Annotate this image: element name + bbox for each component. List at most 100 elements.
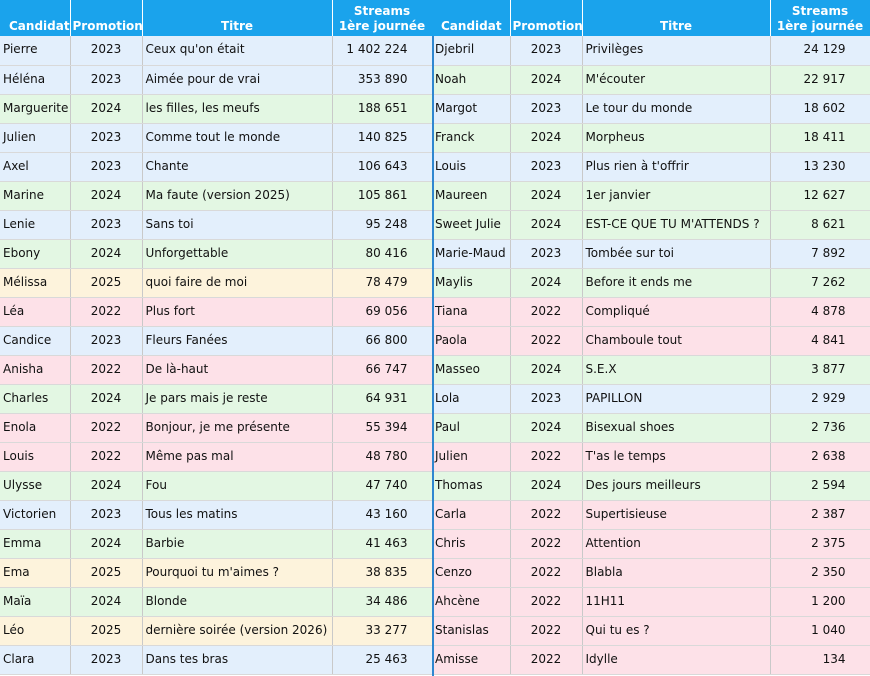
cell-streams[interactable]: 4 841 <box>770 326 870 356</box>
cell-promotion[interactable]: 2024 <box>510 355 583 385</box>
cell-titre[interactable]: Morpheus <box>582 123 771 153</box>
cell-candidat[interactable]: Héléna <box>0 65 71 95</box>
cell-titre[interactable]: Blonde <box>142 587 333 617</box>
cell-candidat[interactable]: Pierre <box>0 36 71 66</box>
cell-candidat[interactable]: Ebony <box>0 239 71 269</box>
cell-streams[interactable]: 95 248 <box>332 210 433 240</box>
cell-promotion[interactable]: 2023 <box>70 210 143 240</box>
cell-candidat[interactable]: Maylis <box>432 268 511 298</box>
cell-candidat[interactable]: Stanislas <box>432 616 511 646</box>
cell-titre[interactable]: 1er janvier <box>582 181 771 211</box>
cell-candidat[interactable]: Julien <box>0 123 71 153</box>
cell-titre[interactable]: Fou <box>142 471 333 501</box>
cell-streams[interactable]: 7 262 <box>770 268 870 298</box>
cell-candidat[interactable]: Ema <box>0 558 71 588</box>
cell-promotion[interactable]: 2024 <box>510 210 583 240</box>
cell-candidat[interactable]: Amisse <box>432 645 511 675</box>
cell-promotion[interactable]: 2024 <box>510 65 583 95</box>
cell-candidat[interactable]: Marie-Maud <box>432 239 511 269</box>
cell-titre[interactable]: Blabla <box>582 558 771 588</box>
cell-promotion[interactable]: 2024 <box>70 471 143 501</box>
cell-candidat[interactable]: Axel <box>0 152 71 182</box>
cell-candidat[interactable]: Léa <box>0 297 71 327</box>
cell-titre[interactable]: Plus rien à t'offrir <box>582 152 771 182</box>
cell-streams[interactable]: 66 800 <box>332 326 433 356</box>
cell-candidat[interactable]: Candice <box>0 326 71 356</box>
cell-promotion[interactable]: 2024 <box>70 529 143 559</box>
cell-promotion[interactable]: 2024 <box>70 239 143 269</box>
cell-promotion[interactable]: 2023 <box>70 326 143 356</box>
cell-candidat[interactable]: Charles <box>0 384 71 414</box>
cell-candidat[interactable]: Mélissa <box>0 268 71 298</box>
cell-streams[interactable]: 188 651 <box>332 94 433 124</box>
cell-candidat[interactable]: Ahcène <box>432 587 511 617</box>
cell-candidat[interactable]: Marguerite <box>0 94 71 124</box>
cell-candidat[interactable]: Julien <box>432 442 511 472</box>
cell-promotion[interactable]: 2024 <box>510 471 583 501</box>
cell-candidat[interactable]: Louis <box>0 442 71 472</box>
cell-candidat[interactable]: Louis <box>432 152 511 182</box>
cell-titre[interactable]: quoi faire de moi <box>142 268 333 298</box>
cell-promotion[interactable]: 2023 <box>70 36 143 66</box>
cell-promotion[interactable]: 2022 <box>510 645 583 675</box>
cell-streams[interactable]: 18 602 <box>770 94 870 124</box>
cell-promotion[interactable]: 2022 <box>510 558 583 588</box>
cell-candidat[interactable]: Noah <box>432 65 511 95</box>
cell-titre[interactable]: Aimée pour de vrai <box>142 65 333 95</box>
cell-streams[interactable]: 22 917 <box>770 65 870 95</box>
cell-titre[interactable]: M'écouter <box>582 65 771 95</box>
cell-candidat[interactable]: Carla <box>432 500 511 530</box>
cell-streams[interactable]: 33 277 <box>332 616 433 646</box>
cell-promotion[interactable]: 2022 <box>510 587 583 617</box>
cell-titre[interactable]: S.E.X <box>582 355 771 385</box>
cell-candidat[interactable]: Maureen <box>432 181 511 211</box>
cell-promotion[interactable]: 2023 <box>510 152 583 182</box>
cell-titre[interactable]: Tous les matins <box>142 500 333 530</box>
cell-streams[interactable]: 106 643 <box>332 152 433 182</box>
cell-candidat[interactable]: Franck <box>432 123 511 153</box>
cell-promotion[interactable]: 2023 <box>510 239 583 269</box>
cell-titre[interactable]: Attention <box>582 529 771 559</box>
cell-streams[interactable]: 2 594 <box>770 471 870 501</box>
cell-candidat[interactable]: Chris <box>432 529 511 559</box>
cell-promotion[interactable]: 2022 <box>510 326 583 356</box>
cell-candidat[interactable]: Margot <box>432 94 511 124</box>
cell-streams[interactable]: 3 877 <box>770 355 870 385</box>
cell-titre[interactable]: Fleurs Fanées <box>142 326 333 356</box>
cell-streams[interactable]: 140 825 <box>332 123 433 153</box>
cell-candidat[interactable]: Sweet Julie <box>432 210 511 240</box>
cell-candidat[interactable]: Marine <box>0 181 71 211</box>
cell-titre[interactable]: les filles, les meufs <box>142 94 333 124</box>
header-candidat[interactable]: Candidat <box>0 0 71 36</box>
header-streams[interactable]: Streams 1ère journée <box>770 0 870 36</box>
cell-titre[interactable]: Unforgettable <box>142 239 333 269</box>
cell-streams[interactable]: 43 160 <box>332 500 433 530</box>
cell-titre[interactable]: Qui tu es ? <box>582 616 771 646</box>
cell-streams[interactable]: 105 861 <box>332 181 433 211</box>
cell-titre[interactable]: Bonjour, je me présente <box>142 413 333 443</box>
cell-streams[interactable]: 7 892 <box>770 239 870 269</box>
cell-promotion[interactable]: 2023 <box>70 645 143 675</box>
cell-streams[interactable]: 2 375 <box>770 529 870 559</box>
cell-titre[interactable]: Comme tout le monde <box>142 123 333 153</box>
cell-streams[interactable]: 12 627 <box>770 181 870 211</box>
cell-titre[interactable]: Supertisieuse <box>582 500 771 530</box>
cell-candidat[interactable]: Tiana <box>432 297 511 327</box>
cell-candidat[interactable]: Léo <box>0 616 71 646</box>
cell-streams[interactable]: 38 835 <box>332 558 433 588</box>
cell-titre[interactable]: Chamboule tout <box>582 326 771 356</box>
cell-titre[interactable]: Je pars mais je reste <box>142 384 333 414</box>
cell-titre[interactable]: Même pas mal <box>142 442 333 472</box>
cell-titre[interactable]: Ma faute (version 2025) <box>142 181 333 211</box>
cell-promotion[interactable]: 2023 <box>510 94 583 124</box>
cell-titre[interactable]: Idylle <box>582 645 771 675</box>
cell-streams[interactable]: 80 416 <box>332 239 433 269</box>
cell-promotion[interactable]: 2023 <box>70 500 143 530</box>
cell-titre[interactable]: Des jours meilleurs <box>582 471 771 501</box>
cell-titre[interactable]: Chante <box>142 152 333 182</box>
cell-titre[interactable]: EST-CE QUE TU M'ATTENDS ? <box>582 210 771 240</box>
cell-candidat[interactable]: Paola <box>432 326 511 356</box>
cell-titre[interactable]: Barbie <box>142 529 333 559</box>
cell-titre[interactable]: Le tour du monde <box>582 94 771 124</box>
cell-promotion[interactable]: 2022 <box>70 355 143 385</box>
